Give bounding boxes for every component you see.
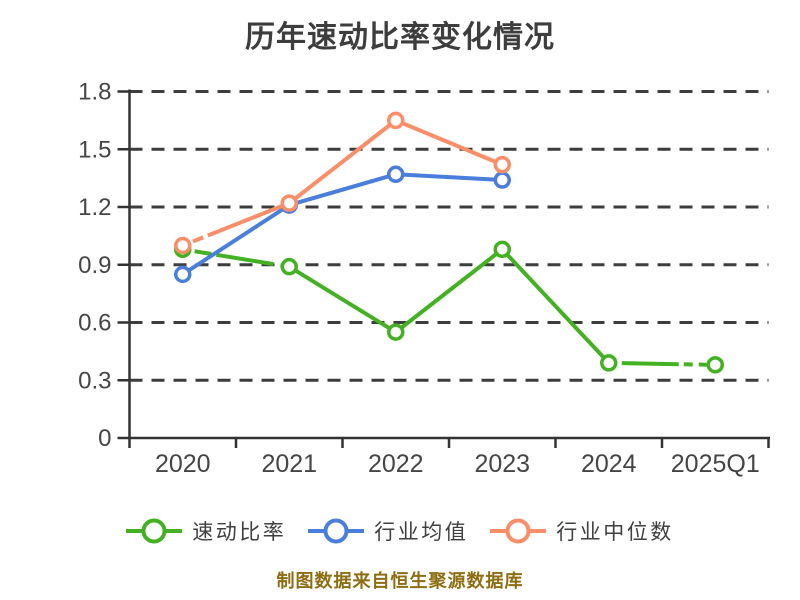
x-tick-label-2025Q1: 2025Q1 xyxy=(671,450,760,478)
series-industry-average-segment-1 xyxy=(288,172,397,207)
y-tick-label-0.3: 0.3 xyxy=(78,367,111,394)
marker-industry-average-2022 xyxy=(387,165,405,184)
series-quick-ratio-segment-3 xyxy=(500,247,611,365)
x-tick-label-2021: 2021 xyxy=(261,450,317,478)
series-quick-ratio-segment-4 xyxy=(608,360,716,367)
series-quick-ratio-segment-1 xyxy=(288,264,397,334)
legend-swatch-industry-average xyxy=(308,518,365,544)
marker-industry-median-2021 xyxy=(280,194,298,212)
legend-label-industry-average: 行业均值 xyxy=(374,521,469,544)
data-source-caption: 制图数据来自恒生聚源数据库 xyxy=(276,571,524,591)
chart-plot-area: 0 0.3 0.6 0.9 1.2 1.5 1.8 2020 2021 2022 2023 2024 2… xyxy=(78,79,770,478)
legend-item-industry-median: 行业中位数 xyxy=(490,516,674,546)
y-tick-label-0.6: 0.6 xyxy=(78,310,111,337)
chart-legend: 速动比率 行业均值 行业中位数 xyxy=(0,516,800,546)
marker-quick-ratio-2021 xyxy=(280,257,298,276)
y-tick-label-1.2: 1.2 xyxy=(78,194,111,221)
chart-title: 历年速动比率变化情况 xyxy=(245,21,555,54)
series-quick-ratio-segment-2 xyxy=(394,247,504,334)
legend-swatch-quick-ratio xyxy=(126,518,183,544)
x-tick-label-2020: 2020 xyxy=(155,450,211,478)
y-tick-label-1.5: 1.5 xyxy=(78,136,111,163)
legend-swatch-industry-median xyxy=(490,518,547,544)
marker-industry-median-2020 xyxy=(174,236,192,255)
legend-marker-industry-average xyxy=(323,518,349,544)
legend-label-industry-median: 行业中位数 xyxy=(556,521,674,544)
series-industry-median-segment-0 xyxy=(182,201,290,248)
marker-industry-median-2023 xyxy=(493,155,511,174)
legend-item-industry-average: 行业均值 xyxy=(308,516,468,546)
x-tick-label-2022: 2022 xyxy=(368,450,424,478)
marker-quick-ratio-2025Q1 xyxy=(706,356,724,374)
marker-quick-ratio-2023 xyxy=(493,240,511,259)
series-quick-ratio-segment-0 xyxy=(182,247,290,269)
series-industry-median-segment-2 xyxy=(394,118,504,167)
y-tick-label-0: 0 xyxy=(98,425,111,452)
legend-item-quick-ratio: 速动比率 xyxy=(126,516,286,546)
series-industry-average-segment-2 xyxy=(395,172,503,183)
marker-quick-ratio-2022 xyxy=(387,323,405,341)
x-tick-label-2023: 2023 xyxy=(474,450,530,478)
legend-label-quick-ratio: 速动比率 xyxy=(192,521,287,544)
legend-marker-quick-ratio xyxy=(141,518,167,544)
marker-quick-ratio-2024 xyxy=(600,354,618,372)
series-industry-average-segment-0 xyxy=(181,203,291,277)
y-tick-label-0.9: 0.9 xyxy=(78,252,111,279)
marker-industry-average-2023 xyxy=(493,171,511,189)
marker-industry-median-2022 xyxy=(387,111,405,130)
legend-marker-industry-median xyxy=(505,518,531,544)
marker-industry-average-2020 xyxy=(174,265,192,284)
y-tick-label-1.8: 1.8 xyxy=(78,79,111,106)
x-tick-label-2024: 2024 xyxy=(581,450,637,478)
series-industry-median-segment-1 xyxy=(288,118,397,205)
